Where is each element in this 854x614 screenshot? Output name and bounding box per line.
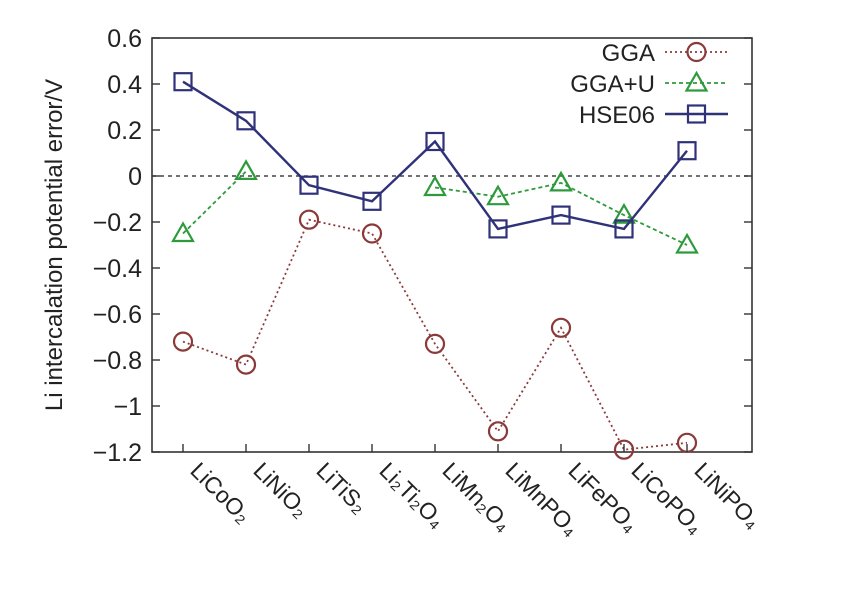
data-point-gga bbox=[172, 331, 194, 352]
y-tick-label: −0.2 bbox=[93, 209, 142, 237]
data-point-gga-u bbox=[234, 159, 258, 180]
data-point-hse06 bbox=[173, 72, 193, 92]
axis-layer: 0.60.40.20−0.2−0.4−0.6−0.8−1−1.2LiCoO₂Li… bbox=[93, 25, 766, 541]
x-tick-label: LiMn₂O₄ bbox=[437, 457, 516, 536]
series-gga bbox=[172, 209, 698, 460]
data-point-gga-u bbox=[423, 175, 447, 197]
y-tick-label: 0.2 bbox=[107, 117, 142, 145]
legend: GGA GGA+U HSE06 bbox=[570, 40, 728, 129]
data-point-gga bbox=[487, 421, 509, 442]
x-tick-label: LiNiO₂ bbox=[248, 457, 313, 522]
x-tick-label: Li₂Ti₂O₄ bbox=[374, 457, 450, 533]
data-point-hse06 bbox=[488, 219, 508, 239]
y-tick-label: −1 bbox=[113, 393, 142, 421]
y-tick-label: −0.8 bbox=[93, 347, 142, 375]
data-point-gga-u bbox=[549, 170, 573, 192]
data-point-gga-u bbox=[486, 184, 510, 206]
series-line-gga-u bbox=[182, 170, 247, 235]
data-point-hse06 bbox=[362, 191, 382, 211]
legend-label-gga: GGA bbox=[602, 40, 655, 67]
y-tick-label: −0.4 bbox=[93, 255, 142, 283]
data-point-gga-u bbox=[612, 202, 636, 224]
y-axis-label: Li intercalation potential error/V bbox=[41, 79, 68, 411]
legend-marker-gga-u bbox=[684, 70, 709, 92]
y-tick-label: 0.6 bbox=[107, 25, 142, 53]
series-hse06 bbox=[173, 72, 697, 239]
data-point-gga-u bbox=[675, 232, 699, 254]
data-point-hse06 bbox=[236, 111, 256, 131]
plot-frame-layer bbox=[151, 37, 753, 453]
legend-label-hse06: HSE06 bbox=[579, 102, 655, 129]
data-point-gga bbox=[550, 317, 572, 338]
legend-marker-gga bbox=[686, 41, 707, 63]
series-line-gga-u bbox=[434, 181, 688, 246]
data-point-hse06 bbox=[551, 205, 571, 225]
y-tick-label: 0 bbox=[128, 163, 142, 191]
plot-frame bbox=[151, 37, 753, 453]
y-tick-label: −0.6 bbox=[93, 301, 142, 329]
series-line-gga bbox=[182, 218, 688, 451]
series-layer bbox=[171, 72, 699, 460]
series-line-hse06 bbox=[182, 80, 688, 231]
series-gga-u bbox=[171, 159, 699, 254]
data-point-gga bbox=[298, 209, 320, 230]
data-point-hse06 bbox=[614, 219, 634, 239]
data-point-gga bbox=[424, 333, 446, 354]
legend-label-gga-u: GGA+U bbox=[570, 71, 655, 98]
data-point-hse06 bbox=[425, 131, 445, 152]
y-tick-label: 0.4 bbox=[107, 71, 142, 99]
legend-marker-hse06 bbox=[686, 104, 707, 124]
data-point-gga-u bbox=[171, 221, 195, 243]
data-point-gga bbox=[613, 439, 635, 460]
data-point-hse06 bbox=[299, 175, 319, 195]
y-tick-label: −1.2 bbox=[93, 439, 142, 467]
x-tick-label: LiCoO₂ bbox=[185, 457, 256, 528]
data-point-gga bbox=[235, 354, 257, 375]
x-tick-label: LiTiS₂ bbox=[311, 457, 372, 518]
data-point-gga bbox=[361, 223, 383, 244]
data-point-hse06 bbox=[677, 141, 697, 161]
